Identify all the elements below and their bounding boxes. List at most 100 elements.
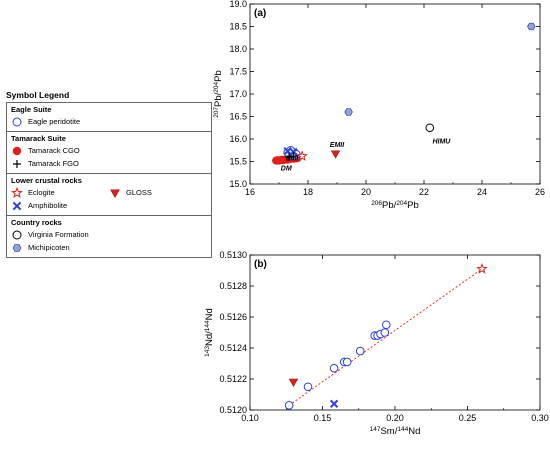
- x-cross-icon: [12, 201, 22, 210]
- series-amphibolite: [283, 147, 298, 157]
- x-tick-label: 16: [245, 187, 255, 197]
- open-circle-icon: [12, 230, 22, 239]
- data-point: [289, 152, 298, 160]
- data-point: [342, 357, 352, 367]
- x-tick-label: 0.20: [386, 413, 404, 423]
- data-point: [476, 262, 488, 274]
- down-triangle-icon: [110, 189, 120, 198]
- legend-group: Eagle Suite Eagle peridotite: [6, 102, 212, 131]
- mantle-reservoir-label: HIMU: [432, 139, 451, 146]
- x-axis-label: 206Pb/204Pb: [371, 200, 419, 212]
- y-tick-label: 19.0: [229, 0, 247, 9]
- legend-marker: [12, 117, 22, 126]
- legend-item-label: Tamarack CGO: [28, 146, 80, 155]
- legend-item-label: Michipicoten: [28, 243, 70, 252]
- y-tick-label: 17.0: [229, 89, 247, 99]
- data-point: [285, 153, 293, 161]
- series-virginia-formation: [425, 123, 435, 133]
- x-tick-label: 18: [303, 187, 313, 197]
- legend-item: Tamarack CGO: [11, 144, 207, 157]
- filled-circle-icon: [12, 146, 22, 155]
- panel-label: (a): [254, 8, 266, 19]
- series-eclogite: [296, 150, 308, 161]
- legend-item: Virginia Formation: [11, 228, 207, 241]
- y-axis-label: 207Pb/204Pb: [213, 70, 225, 118]
- series-amphibolite: [329, 399, 339, 408]
- legend-item: Eclogite: [11, 186, 109, 199]
- series-gloss: [330, 150, 341, 159]
- legend-group-title: Eagle Suite: [11, 105, 52, 114]
- mantle-reservoir-label: EMI: [286, 156, 300, 163]
- y-tick-label: 16.5: [229, 112, 247, 122]
- y-tick-label: 18.0: [229, 44, 247, 54]
- data-point: [344, 108, 353, 116]
- legend-item-label: Amphibolite: [28, 201, 68, 210]
- legend-group-title: Tamarack Suite: [11, 134, 66, 143]
- legend-item-label: Tamarack FGO: [28, 159, 79, 168]
- y-tick-label: 15.0: [229, 179, 247, 189]
- y-tick-label: 0.5128: [219, 281, 247, 291]
- x-tick-label: 22: [419, 187, 429, 197]
- chart-panel: 16 18 20 22 24 26 15.0 15.5 16.0 16.5 17.0 17.5 18.0…: [213, 0, 546, 211]
- data-point: [296, 150, 308, 161]
- legend-item: Tamarack FGO: [11, 157, 207, 170]
- legend-group: Lower crustal rocks Eclogite GLOSS Amphibol…: [6, 173, 212, 215]
- data-point: [355, 346, 365, 356]
- plus-icon: [13, 159, 21, 168]
- series-michipicoten: [344, 22, 536, 116]
- mantle-reservoir-label: DM: [281, 166, 292, 173]
- legend-title: Symbol Legend: [6, 90, 70, 100]
- legend-group-title: Country rocks: [11, 218, 62, 227]
- legend-marker: [13, 159, 21, 168]
- data-point: [527, 22, 536, 31]
- legend-item: Eagle peridotite: [11, 115, 207, 128]
- filled-hexagon-icon: [12, 243, 22, 252]
- series-tamarack-fgo: [285, 152, 298, 161]
- y-tick-label: 0.5124: [219, 343, 247, 353]
- legend-marker: [11, 186, 23, 198]
- legend-item-label: Eclogite: [28, 188, 55, 197]
- legend-item: Michipicoten: [11, 241, 207, 254]
- x-tick-label: 0.30: [531, 413, 549, 423]
- legend-marker: [12, 230, 22, 239]
- data-point: [330, 150, 341, 159]
- legend-group: Country rocks Virginia Formation Michipico…: [6, 215, 212, 258]
- x-tick-label: 0.15: [314, 413, 332, 423]
- x-tick-label: 26: [535, 187, 545, 197]
- legend-group: Tamarack Suite Tamarack CGO Tamarack FGO: [6, 131, 212, 173]
- legend-item-label: GLOSS: [126, 188, 152, 197]
- x-tick-label: 0.10: [241, 413, 259, 423]
- y-axis-label: 143Nd/144Nd: [204, 308, 216, 357]
- data-point: [425, 123, 435, 133]
- open-circle-icon: [12, 117, 22, 126]
- y-tick-label: 0.5122: [219, 374, 247, 384]
- panel-label: (b): [254, 259, 267, 270]
- mantle-reservoir-label: EMII: [330, 142, 345, 149]
- legend-marker: [12, 243, 22, 252]
- y-tick-label: 16.0: [229, 134, 247, 144]
- symbol-legend: Symbol Legend Eagle Suite Eagle peridotit…: [6, 90, 212, 258]
- legend-group-title: Lower crustal rocks: [11, 176, 82, 185]
- series-eclogite: [476, 262, 488, 274]
- x-tick-label: 0.25: [459, 413, 477, 423]
- data-point: [288, 378, 299, 387]
- data-point: [303, 382, 313, 392]
- chart-panel: 0.10 0.15 0.20 0.25 0.30 0.5120 0.5122 0.5124 0.…: [204, 250, 549, 437]
- star-icon: [11, 186, 23, 198]
- legend-marker: [12, 146, 22, 155]
- legend-item-label: Eagle peridotite: [28, 117, 81, 126]
- series-eagle-peridotite: [284, 320, 391, 410]
- y-tick-label: 0.5130: [219, 250, 247, 260]
- y-tick-label: 15.5: [229, 157, 247, 167]
- data-point: [329, 363, 339, 373]
- y-tick-label: 18.5: [229, 22, 247, 32]
- trend-line: [288, 268, 483, 406]
- legend-marker: [12, 201, 22, 210]
- data-point: [329, 399, 339, 408]
- y-tick-label: 0.5120: [219, 405, 247, 415]
- legend-marker: [110, 189, 120, 198]
- data-point: [289, 147, 298, 157]
- y-tick-label: 17.5: [229, 67, 247, 77]
- series-gloss: [288, 378, 299, 387]
